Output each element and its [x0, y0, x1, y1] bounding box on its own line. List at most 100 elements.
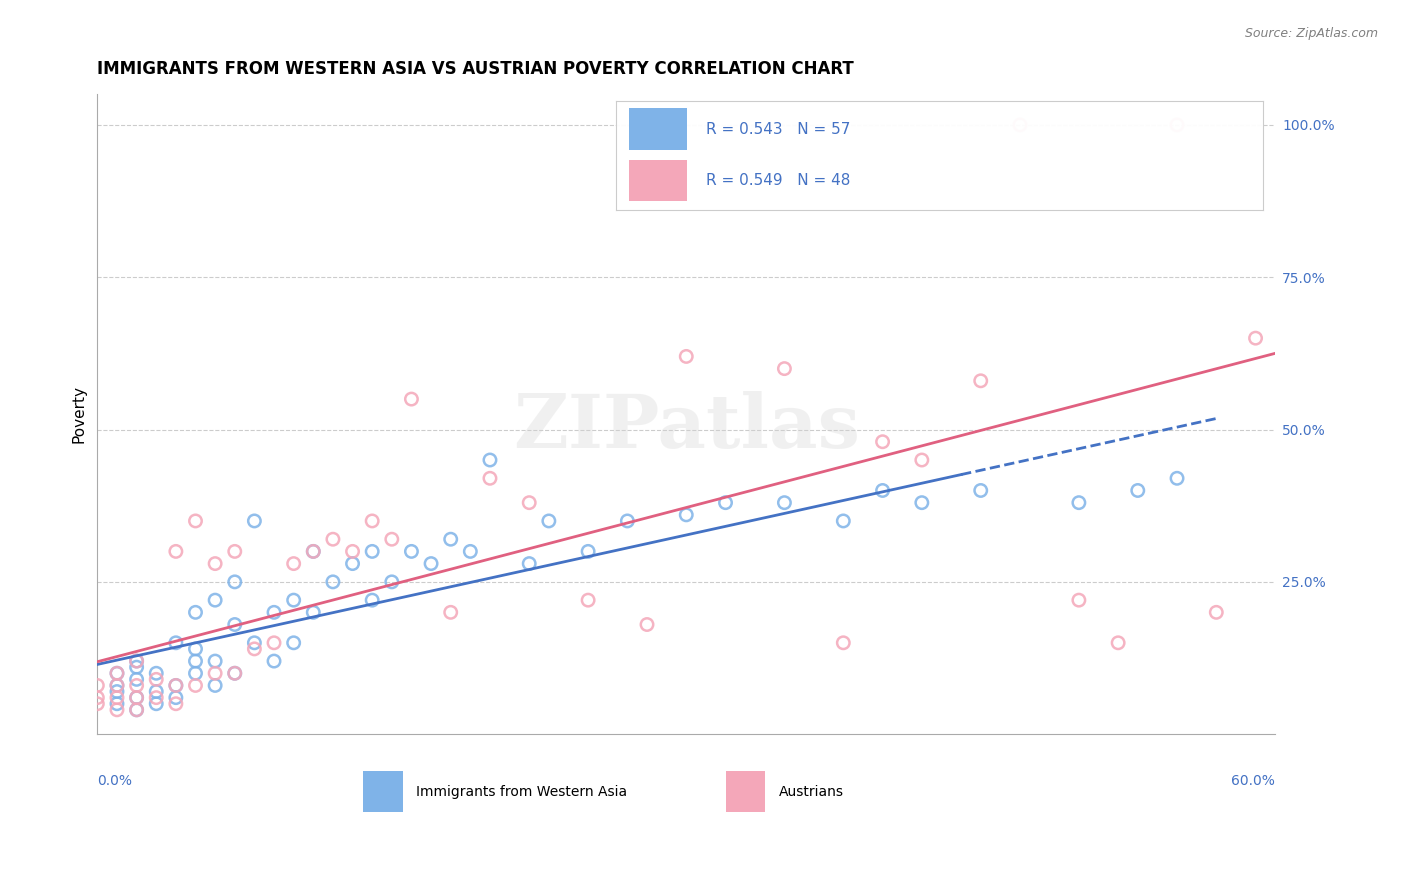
Point [773, 496, 796, 510]
Point [86, 697, 108, 711]
Point [440, 533, 463, 547]
Point [184, 641, 207, 656]
Point [204, 654, 226, 668]
Point [145, 673, 167, 687]
Point [970, 374, 993, 388]
Point [105, 666, 128, 681]
Point [224, 574, 246, 589]
Point [224, 617, 246, 632]
Point [1166, 471, 1188, 485]
Point [86, 678, 108, 692]
Point [184, 654, 207, 668]
Point [125, 654, 148, 668]
Point [302, 605, 325, 619]
Point [125, 678, 148, 692]
Point [145, 690, 167, 705]
Point [381, 574, 404, 589]
Point [361, 544, 384, 558]
Point [184, 605, 207, 619]
Point [125, 690, 148, 705]
Point [184, 666, 207, 681]
Point [125, 703, 148, 717]
Point [105, 690, 128, 705]
Point [105, 697, 128, 711]
Point [1067, 593, 1090, 607]
Point [872, 483, 894, 498]
Point [302, 544, 325, 558]
Point [204, 678, 226, 692]
Point [342, 544, 364, 558]
Point [125, 673, 148, 687]
Point [832, 514, 855, 528]
Point [165, 636, 187, 650]
Point [1126, 483, 1149, 498]
Point [224, 544, 246, 558]
Point [322, 574, 344, 589]
Point [184, 678, 207, 692]
Point [773, 361, 796, 376]
Point [125, 660, 148, 674]
Point [243, 641, 266, 656]
Point [224, 666, 246, 681]
Point [145, 697, 167, 711]
Point [1205, 605, 1227, 619]
Point [105, 666, 128, 681]
Point [165, 697, 187, 711]
Point [224, 666, 246, 681]
Point [478, 453, 501, 467]
Point [204, 557, 226, 571]
Point [401, 544, 423, 558]
Point [165, 544, 187, 558]
Text: 0.0%: 0.0% [97, 773, 132, 788]
Point [872, 434, 894, 449]
Point [381, 533, 404, 547]
Point [86, 690, 108, 705]
Point [401, 392, 423, 406]
Point [105, 678, 128, 692]
Point [911, 496, 934, 510]
Text: Source: ZipAtlas.com: Source: ZipAtlas.com [1244, 27, 1378, 40]
Point [105, 678, 128, 692]
Point [105, 684, 128, 698]
Point [125, 690, 148, 705]
Point [420, 557, 443, 571]
Point [576, 544, 599, 558]
Point [361, 593, 384, 607]
Point [125, 654, 148, 668]
Point [165, 678, 187, 692]
Point [1166, 118, 1188, 132]
Point [243, 636, 266, 650]
Point [263, 636, 285, 650]
Point [576, 593, 599, 607]
Y-axis label: Poverty: Poverty [72, 385, 86, 443]
Point [675, 350, 697, 364]
Point [1067, 496, 1090, 510]
Point [537, 514, 560, 528]
Text: 60.0%: 60.0% [1232, 773, 1275, 788]
Point [145, 666, 167, 681]
Point [263, 605, 285, 619]
Point [302, 544, 325, 558]
Point [911, 453, 934, 467]
Point [517, 557, 540, 571]
Point [616, 514, 638, 528]
Point [361, 514, 384, 528]
Point [204, 666, 226, 681]
Point [283, 557, 305, 571]
Point [322, 533, 344, 547]
Point [165, 678, 187, 692]
Text: ZIPatlas: ZIPatlas [513, 391, 860, 464]
Point [517, 496, 540, 510]
Point [204, 593, 226, 607]
Point [283, 593, 305, 607]
Point [832, 636, 855, 650]
Point [105, 703, 128, 717]
Point [1008, 118, 1031, 132]
Point [263, 654, 285, 668]
Point [125, 703, 148, 717]
Point [184, 514, 207, 528]
Point [970, 483, 993, 498]
Point [675, 508, 697, 522]
Point [165, 690, 187, 705]
Text: IMMIGRANTS FROM WESTERN ASIA VS AUSTRIAN POVERTY CORRELATION CHART: IMMIGRANTS FROM WESTERN ASIA VS AUSTRIAN… [97, 60, 853, 78]
